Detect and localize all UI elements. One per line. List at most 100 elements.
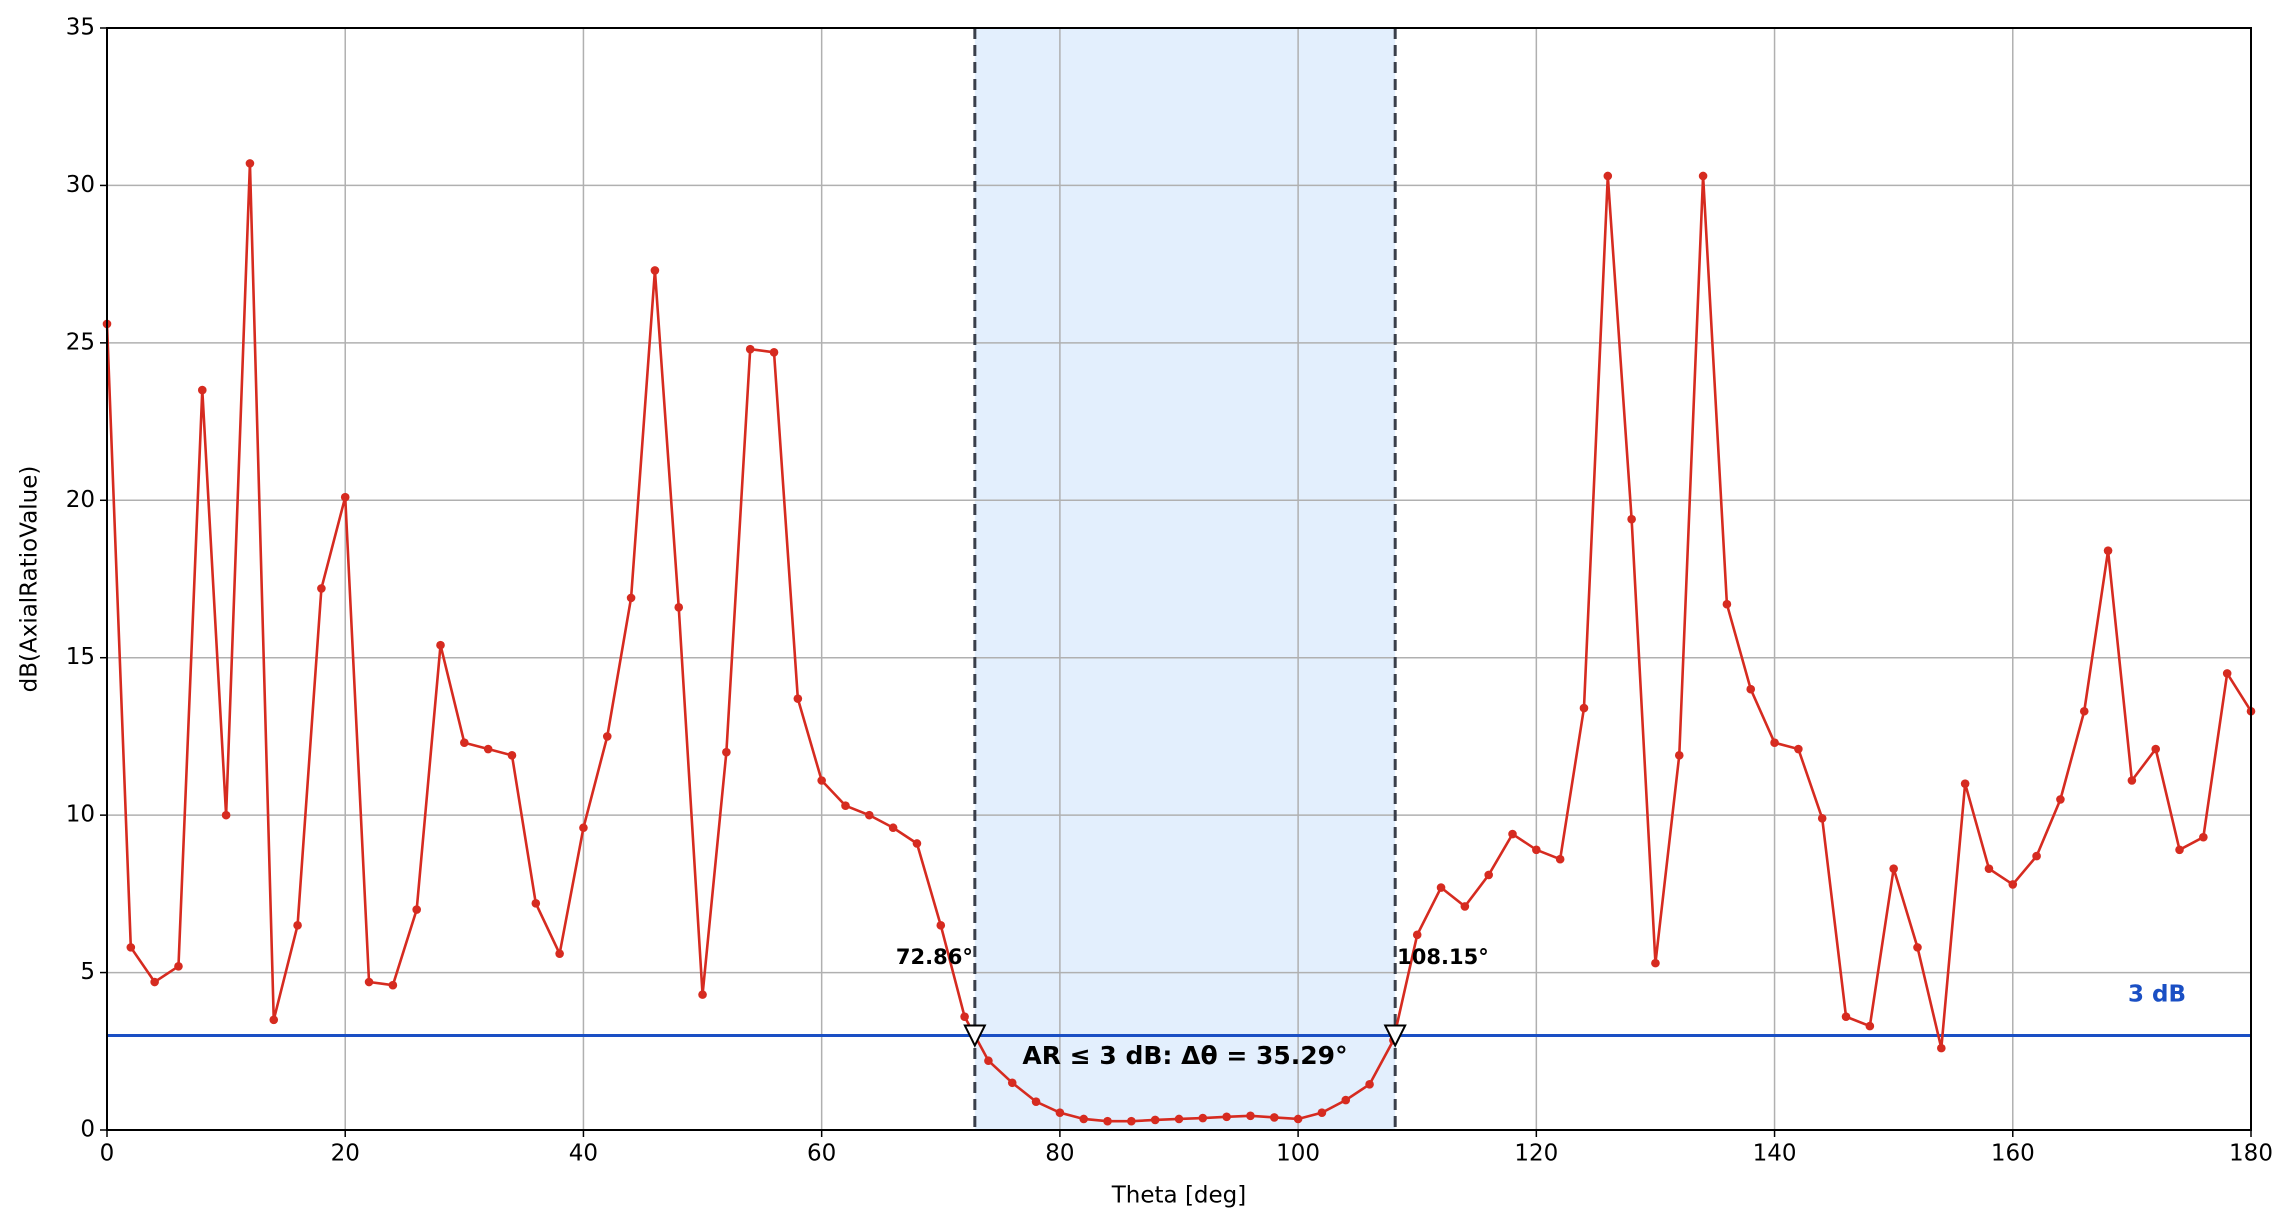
crossing-marker	[963, 1024, 987, 1048]
data-point	[865, 810, 874, 820]
data-point	[650, 266, 660, 275]
data-point	[1651, 958, 1660, 968]
data-point	[1436, 883, 1446, 892]
data-point	[626, 593, 636, 603]
data-point	[722, 747, 731, 757]
data-point	[1007, 1078, 1017, 1088]
data-point	[269, 1015, 279, 1025]
x-axis-label: Theta [deg]	[1111, 1183, 1247, 1209]
data-point	[2056, 795, 2065, 804]
data-point	[555, 949, 564, 958]
data-point	[1770, 738, 1779, 748]
data-point	[2032, 851, 2041, 861]
data-point	[1698, 171, 1708, 181]
data-point	[483, 744, 493, 754]
data-point	[1198, 1113, 1208, 1123]
data-point	[1127, 1116, 1136, 1126]
span	[974, 28, 1396, 1130]
data-point	[1103, 1116, 1112, 1126]
data-point	[579, 823, 588, 833]
data-point	[1865, 1021, 1875, 1031]
data-point	[507, 751, 517, 760]
data-point	[1984, 864, 1994, 873]
data-point	[460, 738, 469, 748]
data-point	[150, 977, 159, 987]
data-point	[1603, 171, 1613, 181]
data-point	[2127, 776, 2137, 785]
y-tick-label: 15	[66, 644, 95, 670]
data-point	[1079, 1114, 1089, 1124]
threshold-label: 3 dB	[2128, 982, 2186, 1008]
data-point	[1627, 514, 1636, 524]
data-point	[912, 839, 922, 848]
data-point	[1269, 1113, 1279, 1122]
data-point	[388, 980, 398, 990]
data-point	[2103, 546, 2113, 555]
y-tick-label: 10	[66, 802, 95, 828]
data-point	[1532, 845, 1541, 855]
data-point	[1412, 930, 1422, 940]
data-point	[1960, 779, 1970, 788]
data-point	[1937, 1043, 1946, 1053]
x-tick-label: 60	[807, 1141, 836, 1167]
data-point	[841, 801, 850, 810]
data-point	[1841, 1012, 1851, 1021]
data-point	[674, 603, 684, 612]
x-tick-label: 160	[1991, 1141, 2035, 1167]
x-tick-label: 120	[1514, 1141, 1558, 1167]
y-tick-label: 0	[80, 1117, 95, 1143]
data-point	[1365, 1080, 1374, 1089]
data-point	[1317, 1108, 1327, 1117]
y-axis-label: dB(AxialRatioValue)	[17, 466, 43, 693]
data-point	[1055, 1108, 1065, 1117]
data-point	[1913, 943, 1922, 952]
data-point	[317, 584, 326, 593]
y-tick-label: 5	[80, 959, 95, 985]
y-tick-label: 25	[66, 329, 95, 355]
data-point	[412, 905, 421, 914]
data-point	[1579, 703, 1589, 713]
data-point	[1293, 1114, 1303, 1124]
crossing-label: 72.86°	[896, 945, 973, 969]
data-point	[2151, 744, 2161, 754]
plot-frame	[106, 27, 2252, 1131]
data-point	[960, 1012, 969, 1021]
data-point	[1222, 1112, 1231, 1122]
data-point	[174, 961, 183, 971]
data-point	[1746, 684, 1756, 694]
x-tick-label: 140	[1753, 1141, 1797, 1167]
data-point	[698, 990, 707, 999]
data-point	[1460, 902, 1470, 911]
data-point	[1174, 1114, 1184, 1124]
data-point	[1722, 599, 1732, 609]
x-tick-label: 180	[2229, 1141, 2273, 1167]
data-point	[1246, 1111, 1255, 1121]
data-point	[984, 1056, 993, 1066]
data-point	[2079, 706, 2089, 716]
data-point	[769, 348, 779, 357]
crossing-marker	[1383, 1024, 1407, 1048]
data-point	[436, 640, 445, 650]
y-tick-label: 30	[66, 172, 95, 198]
data-point	[936, 921, 946, 930]
x-tick-label: 0	[100, 1141, 115, 1167]
data-point	[1817, 813, 1827, 823]
data-point	[1484, 870, 1493, 880]
data-point	[531, 899, 541, 908]
data-point	[197, 385, 207, 395]
data-point	[888, 823, 898, 833]
data-point	[793, 694, 803, 703]
x-tick-label: 100	[1276, 1141, 1320, 1167]
data-point	[745, 344, 755, 354]
data-point	[1674, 751, 1684, 760]
data-point	[1150, 1115, 1160, 1125]
x-tick-label: 80	[1045, 1141, 1074, 1167]
x-tick-label: 40	[569, 1141, 598, 1167]
data-point	[126, 943, 136, 952]
annotation: AR ≤ 3 dB: Δθ = 35.29°	[1022, 1041, 1347, 1070]
data-point	[245, 159, 255, 168]
crossing-label: 108.15°	[1397, 945, 1489, 969]
y-tick-label: 35	[66, 15, 95, 41]
data-point	[2222, 669, 2232, 678]
data-point	[1341, 1095, 1351, 1105]
